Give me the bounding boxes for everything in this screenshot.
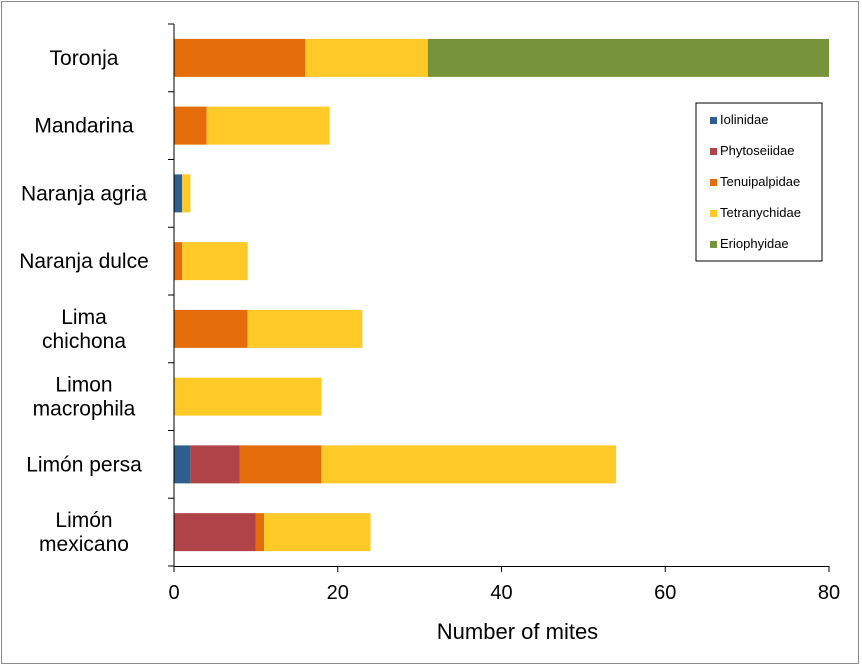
bar-segment-tetranychidae-2 xyxy=(182,174,191,213)
category-label-4: Lima chichona xyxy=(42,306,126,353)
bar-segment-tetranychidae-3 xyxy=(182,242,248,281)
axes-group xyxy=(168,23,830,572)
bar-segment-tetranychidae-7 xyxy=(264,513,371,552)
bars-group xyxy=(174,38,829,552)
bar-segment-tenuipalpidae-7 xyxy=(255,513,265,552)
legend: Iolinidae Phytoseiidae Tenuipalpidae Tetran… xyxy=(695,102,823,262)
bar-segment-phytoseiidae-7 xyxy=(174,513,256,552)
x-axis-title: Number of mites xyxy=(437,619,598,644)
legend-swatch-tenuipalpidae xyxy=(710,179,717,186)
category-label-5: Limon macrophila xyxy=(33,374,136,421)
legend-label-eriophyidae: Eriophyidae xyxy=(720,236,789,251)
bar-segment-phytoseiidae-6 xyxy=(190,445,240,484)
x-tick-label-60: 60 xyxy=(654,582,676,604)
bar-segment-tenuipalpidae-3 xyxy=(174,242,183,281)
category-label-0: Toronja xyxy=(50,47,119,70)
x-tick-label-40: 40 xyxy=(490,582,512,604)
legend-label-iolinidae: Iolinidae xyxy=(720,112,768,127)
bar-segment-eriophyidae-0 xyxy=(427,38,829,77)
bar-segment-iolinidae-6 xyxy=(174,445,191,484)
x-tick-label-0: 0 xyxy=(168,582,179,604)
legend-swatch-iolinidae xyxy=(710,117,717,124)
bar-segment-tetranychidae-1 xyxy=(206,106,330,145)
category-labels: Toronja Mandarina Naranja agria Naranja dul… xyxy=(19,47,149,556)
legend-swatch-eriophyidae xyxy=(710,241,717,248)
legend-swatch-phytoseiidae xyxy=(710,148,717,155)
bar-segment-tetranychidae-0 xyxy=(305,38,428,77)
bar-segment-tetranychidae-4 xyxy=(247,309,363,348)
category-label-3: Naranja dulce xyxy=(19,250,149,273)
category-label-2: Naranja agria xyxy=(21,182,147,205)
bar-segment-tenuipalpidae-6 xyxy=(239,445,322,484)
bar-segment-tetranychidae-6 xyxy=(321,445,617,484)
bar-segment-tetranychidae-5 xyxy=(174,377,322,416)
category-label-7: Limón mexicano xyxy=(39,509,129,556)
legend-label-tenuipalpidae: Tenuipalpidae xyxy=(720,174,800,189)
bar-segment-iolinidae-2 xyxy=(174,174,183,213)
x-tick-labels: 0 20 40 60 80 xyxy=(168,582,840,604)
bar-segment-tenuipalpidae-4 xyxy=(174,309,248,348)
x-tick-label-20: 20 xyxy=(327,582,349,604)
x-tick-label-80: 80 xyxy=(818,582,840,604)
legend-label-tetranychidae: Tetranychidae xyxy=(720,205,801,220)
category-label-1: Mandarina xyxy=(34,115,134,138)
legend-label-phytoseiidae: Phytoseiidae xyxy=(720,143,794,158)
bar-segment-tenuipalpidae-0 xyxy=(174,38,305,77)
category-label-6: Limón persa xyxy=(26,453,142,476)
bar-segment-tenuipalpidae-1 xyxy=(174,106,207,145)
legend-swatch-tetranychidae xyxy=(710,210,717,217)
